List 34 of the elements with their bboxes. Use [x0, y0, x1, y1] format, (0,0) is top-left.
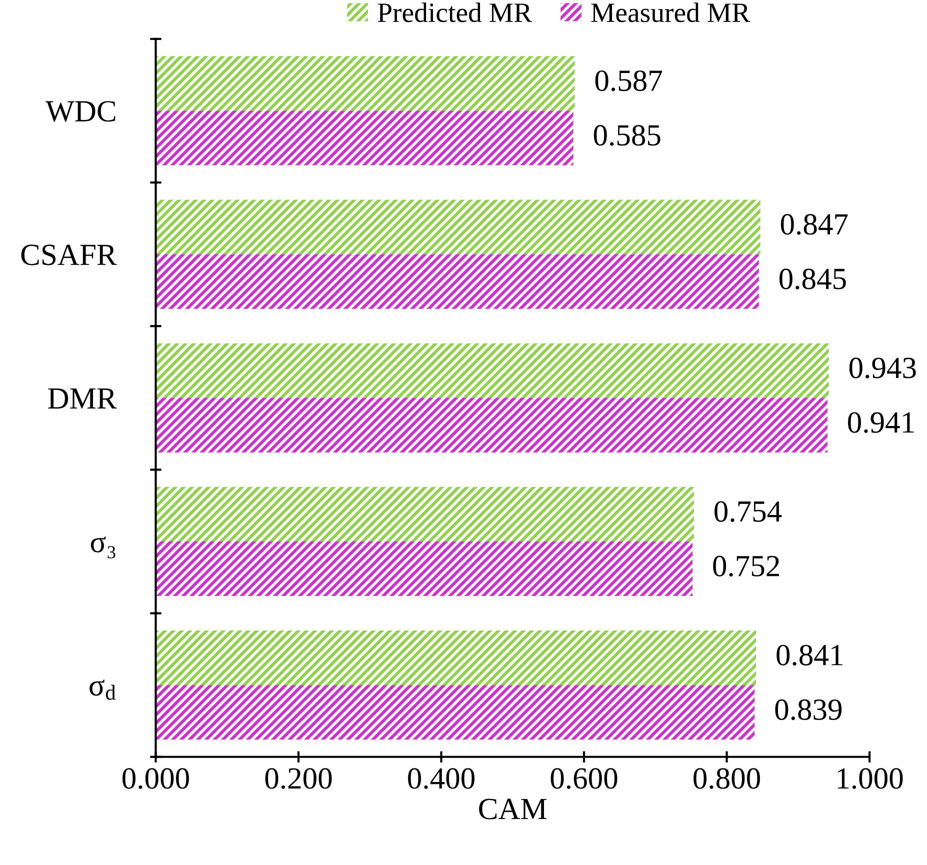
y-tick-label: σ$_{d}$ [90, 680, 116, 700]
legend-label: Predicted MR [378, 2, 532, 22]
data-label: 0.587 [595, 70, 662, 92]
x-tick-label: 0.000 [122, 768, 189, 789]
x-tick-label: 0.800 [694, 768, 760, 789]
x-axis-title: CAM [479, 798, 547, 820]
y-tick-label: WDC [46, 101, 116, 122]
y-tick-label: DMR [48, 388, 117, 409]
data-label: 0.847 [780, 214, 848, 235]
legend-label: Measured MR [591, 2, 750, 22]
x-tick-label: 1.000 [838, 768, 903, 789]
bar [156, 200, 760, 254]
bar [156, 110, 574, 166]
y-tick-label: σ₃ [90, 536, 116, 558]
bar [156, 685, 755, 740]
data-label: 0.841 [776, 644, 842, 666]
data-label: 0.585 [594, 125, 660, 146]
bar [156, 398, 828, 452]
bar [156, 254, 759, 309]
data-label: 0.839 [775, 699, 842, 720]
x-tick-label: 0.200 [265, 768, 332, 789]
bar [156, 56, 575, 111]
bar [156, 541, 693, 596]
x-tick-label: 0.400 [408, 768, 474, 789]
bar [156, 343, 829, 398]
x-tick-label: 0.600 [550, 768, 618, 789]
data-label: 0.754 [714, 501, 782, 522]
data-label: 0.845 [780, 268, 846, 290]
data-label: 0.941 [848, 412, 914, 433]
y-tick-label: CSAFR [21, 244, 117, 266]
bar [156, 486, 694, 542]
data-label: 0.752 [713, 556, 780, 577]
bar [156, 630, 756, 686]
data-label: 0.943 [849, 358, 916, 378]
